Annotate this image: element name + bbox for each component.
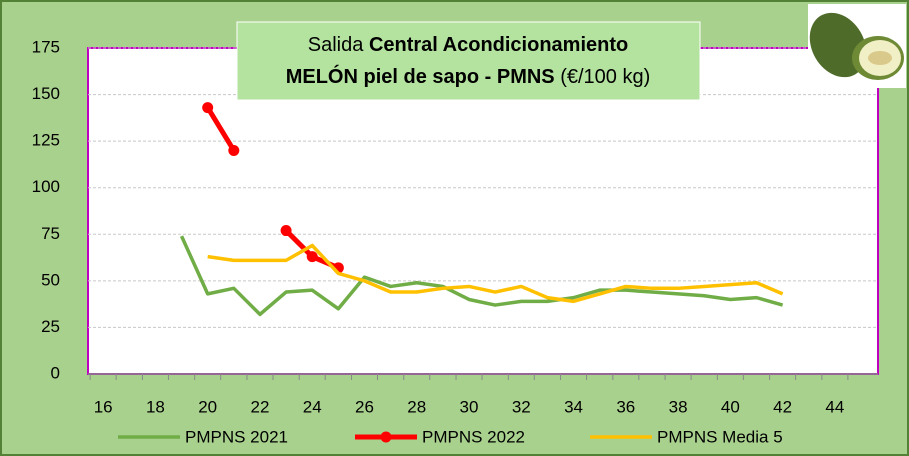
- y-tick-label: 50: [41, 270, 60, 289]
- chart-title: MELÓN piel de sapo - PMNS (€/100 kg): [286, 64, 651, 88]
- legend: PMPNS 2021 PMPNS 2022 PMPNS Media 5: [118, 427, 783, 446]
- x-tick-label: 38: [669, 397, 688, 416]
- legend-marker: [380, 431, 392, 443]
- x-tick-label: 36: [616, 397, 635, 416]
- y-tick-label: 125: [32, 131, 60, 150]
- chart-title: Salida Central Acondicionamiento: [308, 34, 628, 56]
- legend-label: PMPNS 2022: [422, 427, 525, 446]
- y-tick-label: 0: [51, 363, 60, 382]
- series-line: [179, 235, 784, 317]
- melon-seeds: [868, 51, 892, 65]
- x-tick-label: 34: [564, 397, 583, 416]
- x-tick-label: 18: [146, 397, 165, 416]
- marker: [202, 102, 214, 114]
- y-tick-label: 150: [32, 84, 60, 103]
- marker: [228, 144, 240, 156]
- x-tick-label: 16: [94, 397, 113, 416]
- series-line: [205, 106, 236, 152]
- y-tick-label: 100: [32, 177, 60, 196]
- title-box: [236, 21, 701, 101]
- melon: [809, 12, 867, 78]
- x-tick-label: 42: [773, 397, 792, 416]
- y-tick-label: 175: [32, 37, 60, 56]
- x-tick-label: 26: [355, 397, 374, 416]
- x-tick-label: 20: [198, 397, 217, 416]
- y-tick-label: 25: [41, 317, 60, 336]
- title-part: (€/100 kg): [560, 66, 650, 88]
- melon-image: [808, 4, 906, 88]
- marker: [306, 251, 318, 263]
- title-part: MELÓN piel de sapo - PMNS: [286, 64, 555, 88]
- series-line: [207, 243, 784, 304]
- x-tick-label: 24: [303, 397, 322, 416]
- legend-label: PMPNS 2021: [185, 427, 288, 446]
- y-tick-label: 75: [41, 224, 60, 243]
- x-tick-label: 30: [460, 397, 479, 416]
- x-tick-label: 28: [407, 397, 426, 416]
- x-tick-label: 40: [721, 397, 740, 416]
- x-tick-label: 44: [825, 397, 844, 416]
- x-tick-label: 32: [512, 397, 531, 416]
- legend-label: PMPNS Media 5: [657, 427, 783, 446]
- plot-area: [87, 47, 879, 375]
- marker: [280, 225, 292, 237]
- title-part: Salida: [308, 34, 364, 56]
- title-part: Central Acondicionamiento: [369, 34, 628, 56]
- x-tick-label: 22: [250, 397, 269, 416]
